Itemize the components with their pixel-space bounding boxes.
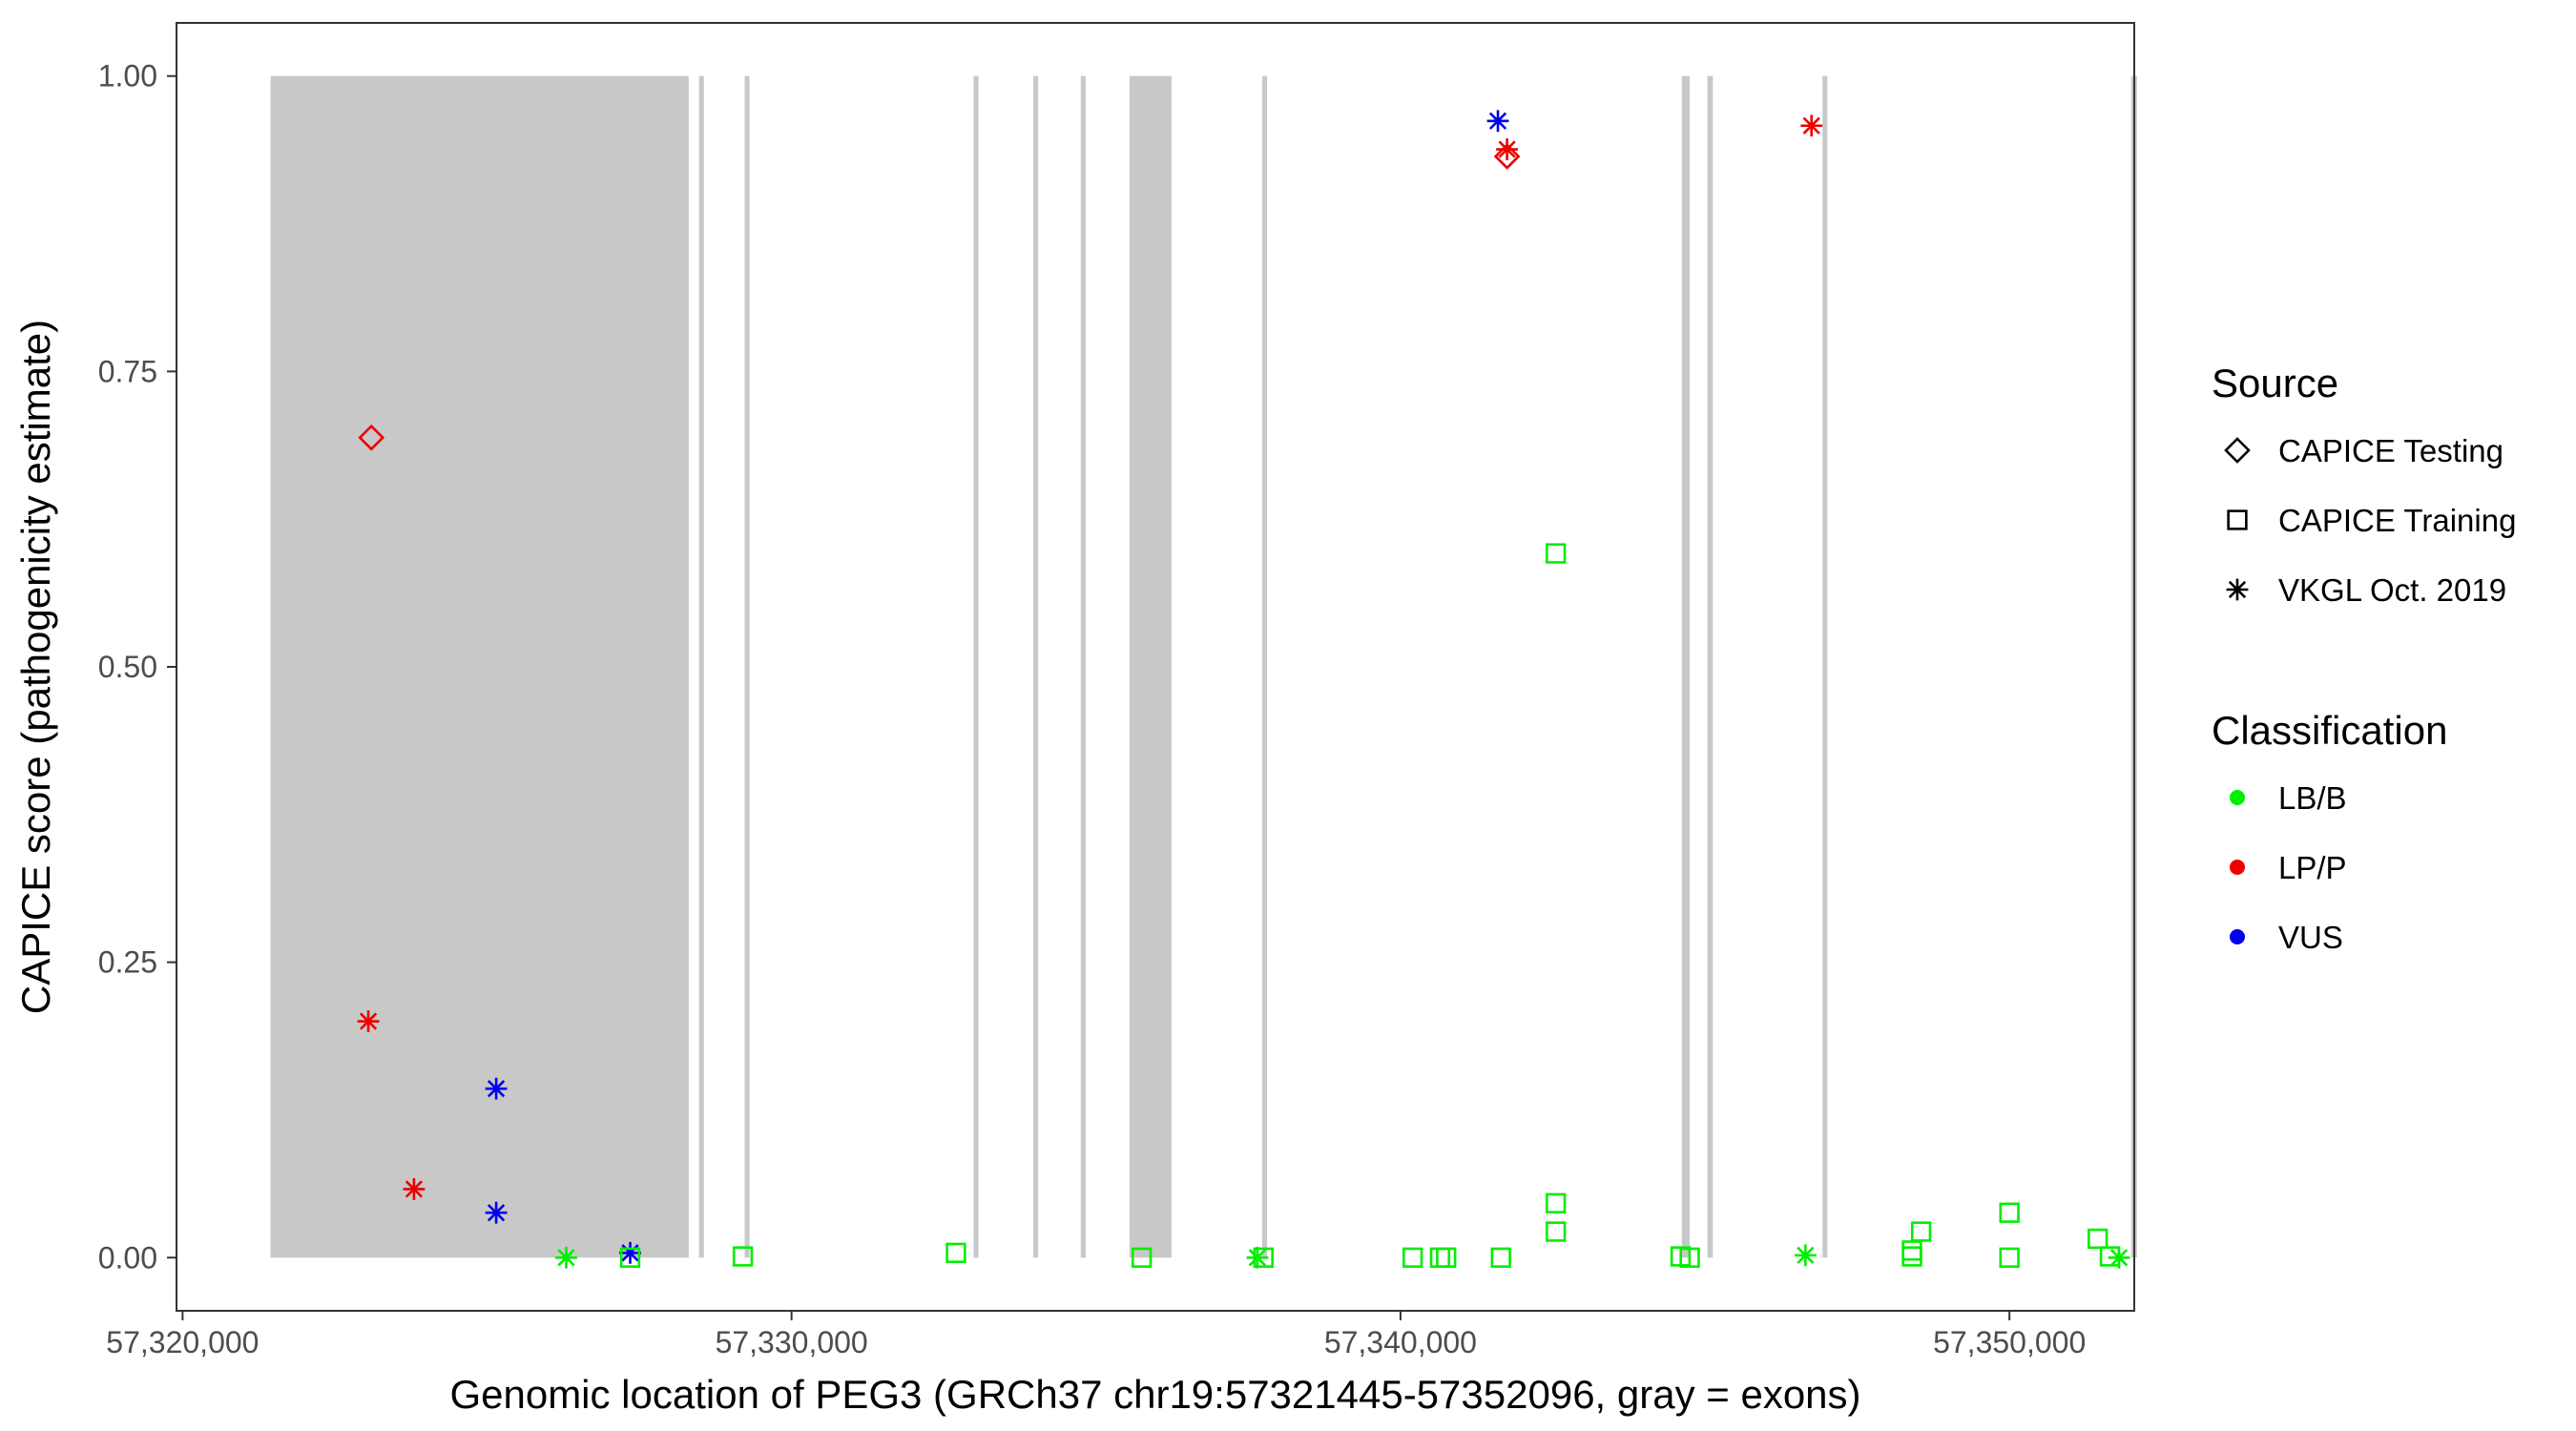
data-point (1402, 1247, 1423, 1268)
legend-label: CAPICE Testing (2278, 433, 2503, 468)
data-point (1246, 1246, 1269, 1269)
legend-label: CAPICE Training (2278, 503, 2516, 538)
data-point (1999, 1202, 2020, 1223)
legend-key-dot (2230, 929, 2245, 944)
exon-band (1080, 75, 1086, 1258)
data-point (2099, 1246, 2121, 1267)
legend: Source CAPICE Testing CAPICE Training VKGL … (2212, 361, 2516, 955)
data-point (1800, 114, 1823, 137)
data-point (1901, 1246, 1922, 1267)
data-point (619, 1241, 641, 1264)
legend-label: LP/P (2278, 850, 2347, 885)
data-point (1545, 1221, 1567, 1242)
legend-title: Classification (2212, 708, 2447, 753)
data-point (945, 1242, 966, 1263)
legend-key-dot (2230, 860, 2245, 875)
exon-band (1822, 75, 1828, 1258)
data-point (1131, 1247, 1153, 1268)
data-point (485, 1077, 508, 1100)
data-point (403, 1178, 426, 1200)
data-point (1496, 138, 1518, 160)
data-point (1545, 1192, 1567, 1213)
y-tick-label: 0.00 (98, 1240, 157, 1275)
data-point (1486, 110, 1509, 133)
y-tick-label: 0.75 (98, 354, 157, 388)
exon-band (1681, 75, 1691, 1258)
data-points (357, 110, 2130, 1269)
y-axis-title: CAPICE score (pathogenicity estimate) (13, 320, 58, 1014)
exon-band (1707, 75, 1714, 1258)
legend-key-asterisk (2226, 578, 2249, 601)
legend-key-diamond (2224, 437, 2251, 464)
exon-band (744, 75, 750, 1258)
data-point (2088, 1228, 2109, 1250)
exon-band (973, 75, 979, 1258)
data-point (357, 1010, 380, 1032)
legend-title: Source (2212, 361, 2338, 405)
axis-ticks: 57,320,000 57,330,000 57,340,000 57,350,000… (98, 59, 2087, 1359)
legend-key-square (2227, 509, 2248, 530)
data-point (1545, 543, 1567, 564)
x-axis-title: Genomic location of PEG3 (GRCh37 chr19:5… (449, 1372, 1860, 1417)
data-point (485, 1201, 508, 1224)
exon-band (698, 75, 704, 1258)
data-point (1679, 1247, 1700, 1268)
legend-label: VUS (2278, 920, 2343, 955)
exon-band (1129, 75, 1172, 1258)
exon-band (270, 75, 689, 1258)
y-tick-label: 0.25 (98, 945, 157, 980)
y-tick-label: 0.50 (98, 650, 157, 684)
exon-bands (270, 75, 2137, 1258)
data-point (1910, 1221, 1932, 1242)
x-tick-label: 57,340,000 (1324, 1325, 1477, 1359)
data-point (1493, 143, 1521, 170)
legend-label: LB/B (2278, 780, 2347, 816)
exon-band (1033, 75, 1039, 1258)
data-point (358, 424, 385, 451)
data-point (1490, 1247, 1511, 1268)
data-point (1794, 1244, 1817, 1267)
x-tick-label: 57,320,000 (106, 1325, 259, 1359)
data-point (1436, 1247, 1457, 1268)
data-point (555, 1246, 577, 1269)
legend-key-dot (2230, 790, 2245, 805)
legend-label: VKGL Oct. 2019 (2278, 572, 2506, 608)
data-point (1901, 1240, 1922, 1261)
x-tick-label: 57,350,000 (1933, 1325, 2086, 1359)
data-point (1253, 1247, 1274, 1268)
data-point (619, 1247, 641, 1268)
data-point (1999, 1247, 2020, 1268)
data-point (1429, 1247, 1451, 1268)
exon-band (1262, 75, 1268, 1258)
y-tick-label: 1.00 (98, 59, 157, 93)
data-point (732, 1246, 754, 1267)
x-tick-label: 57,330,000 (716, 1325, 868, 1359)
